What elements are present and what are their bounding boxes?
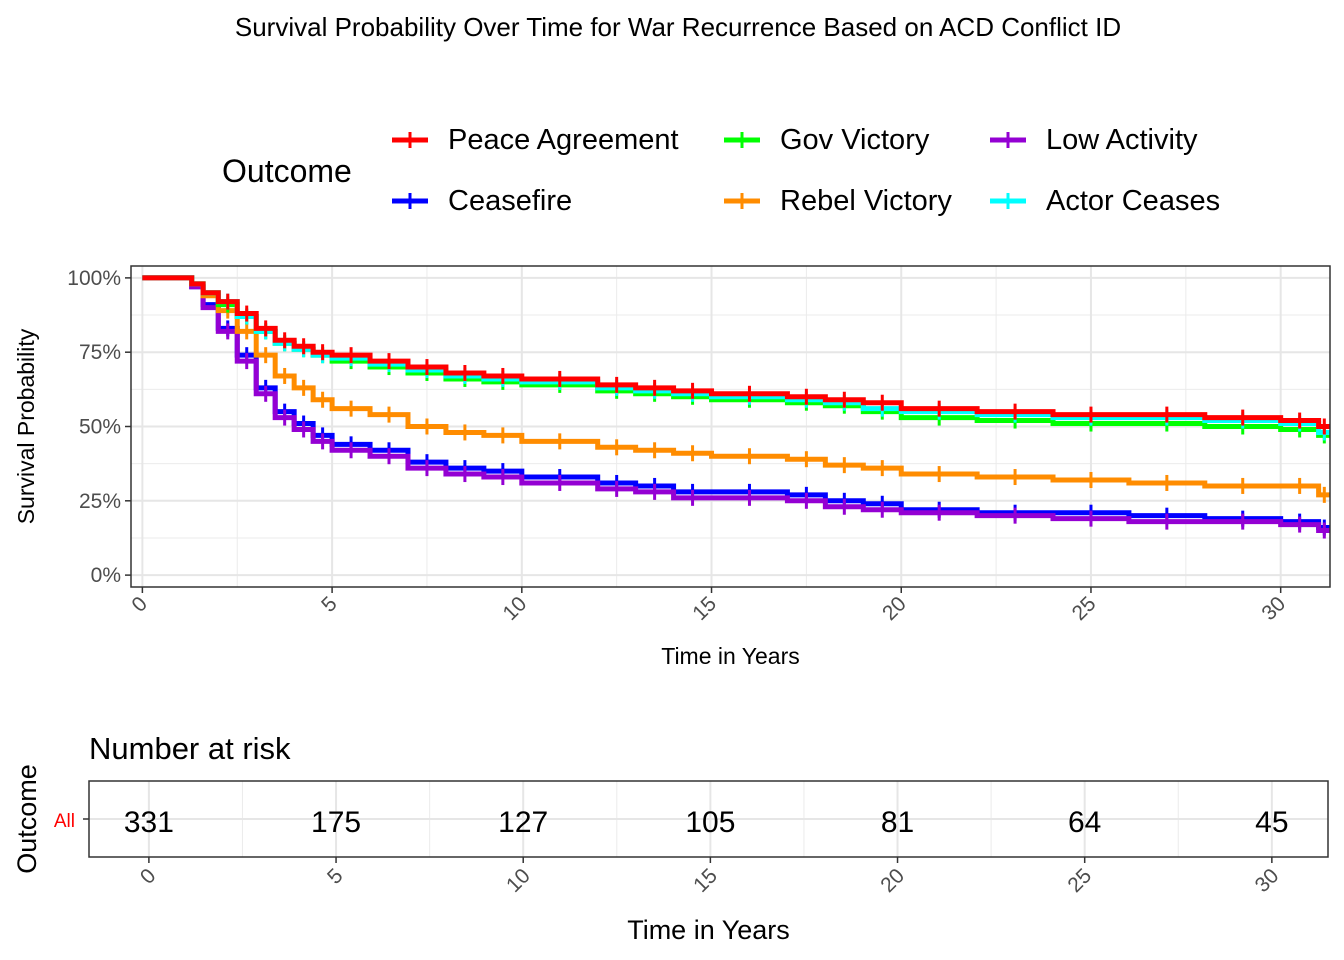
legend-key-icon <box>392 193 428 209</box>
y-tick-label: 50% <box>79 416 121 439</box>
risk-count: 45 <box>1255 806 1288 839</box>
risk-count: 175 <box>311 806 361 839</box>
legend-key-icon <box>990 193 1026 209</box>
y-tick-label: 0% <box>91 564 121 587</box>
legend: Outcome Peace Agreement Gov Victory Low Ac… <box>0 0 1344 230</box>
risk-x-tick-label: 30 <box>1251 864 1284 897</box>
y-tick-label: 100% <box>67 267 121 290</box>
risk-x-tick-label: 10 <box>502 864 535 897</box>
risk-table-title: Number at risk <box>89 731 291 766</box>
risk-x-tick-label: 15 <box>689 864 722 897</box>
legend-label: Ceasefire <box>448 185 573 217</box>
x-tick-label: 30 <box>1257 592 1290 625</box>
y-tick-label: 25% <box>79 490 121 513</box>
x-tick-label: 15 <box>688 592 721 625</box>
legend-key-icon <box>990 132 1026 148</box>
risk-x-tick-label: 25 <box>1063 864 1096 897</box>
legend-label: Peace Agreement <box>448 124 679 156</box>
risk-count: 105 <box>685 806 735 839</box>
risk-row-label: All <box>54 811 75 832</box>
y-axis-label: Survival Probability <box>13 328 39 524</box>
risk-x-tick-label: 20 <box>876 864 909 897</box>
risk-x-tick-label: 5 <box>323 864 348 889</box>
legend-key-icon <box>392 132 428 148</box>
legend-label: Rebel Victory <box>780 185 952 217</box>
legend-key-icon <box>724 193 760 209</box>
risk-count: 64 <box>1068 806 1101 839</box>
x-tick-label: 25 <box>1068 592 1101 625</box>
risk-x-tick-label: 0 <box>136 864 161 889</box>
legend-key-icon <box>724 132 760 148</box>
series-line-ceasefire <box>142 275 1330 531</box>
series-line-low-activity <box>142 275 1330 534</box>
x-axis-label: Time in Years <box>661 643 800 669</box>
x-tick-label: 0 <box>127 592 152 617</box>
chart-title: Survival Probability Over Time for War R… <box>234 12 1122 42</box>
y-tick-label: 75% <box>79 341 121 364</box>
risk-count: 127 <box>498 806 548 839</box>
risk-x-axis-label: Time in Years <box>627 915 790 945</box>
legend-label: Gov Victory <box>780 124 930 156</box>
legend-title: Outcome <box>222 153 352 189</box>
legend-label: Actor Ceases <box>1046 185 1221 217</box>
risk-count: 81 <box>881 806 914 839</box>
x-tick-label: 10 <box>499 592 532 625</box>
legend-label: Low Activity <box>1046 124 1198 156</box>
risk-y-axis-label: Outcome <box>12 764 42 874</box>
x-tick-label: 20 <box>878 592 911 625</box>
risk-count: 331 <box>124 806 174 839</box>
x-tick-label: 5 <box>317 592 342 617</box>
